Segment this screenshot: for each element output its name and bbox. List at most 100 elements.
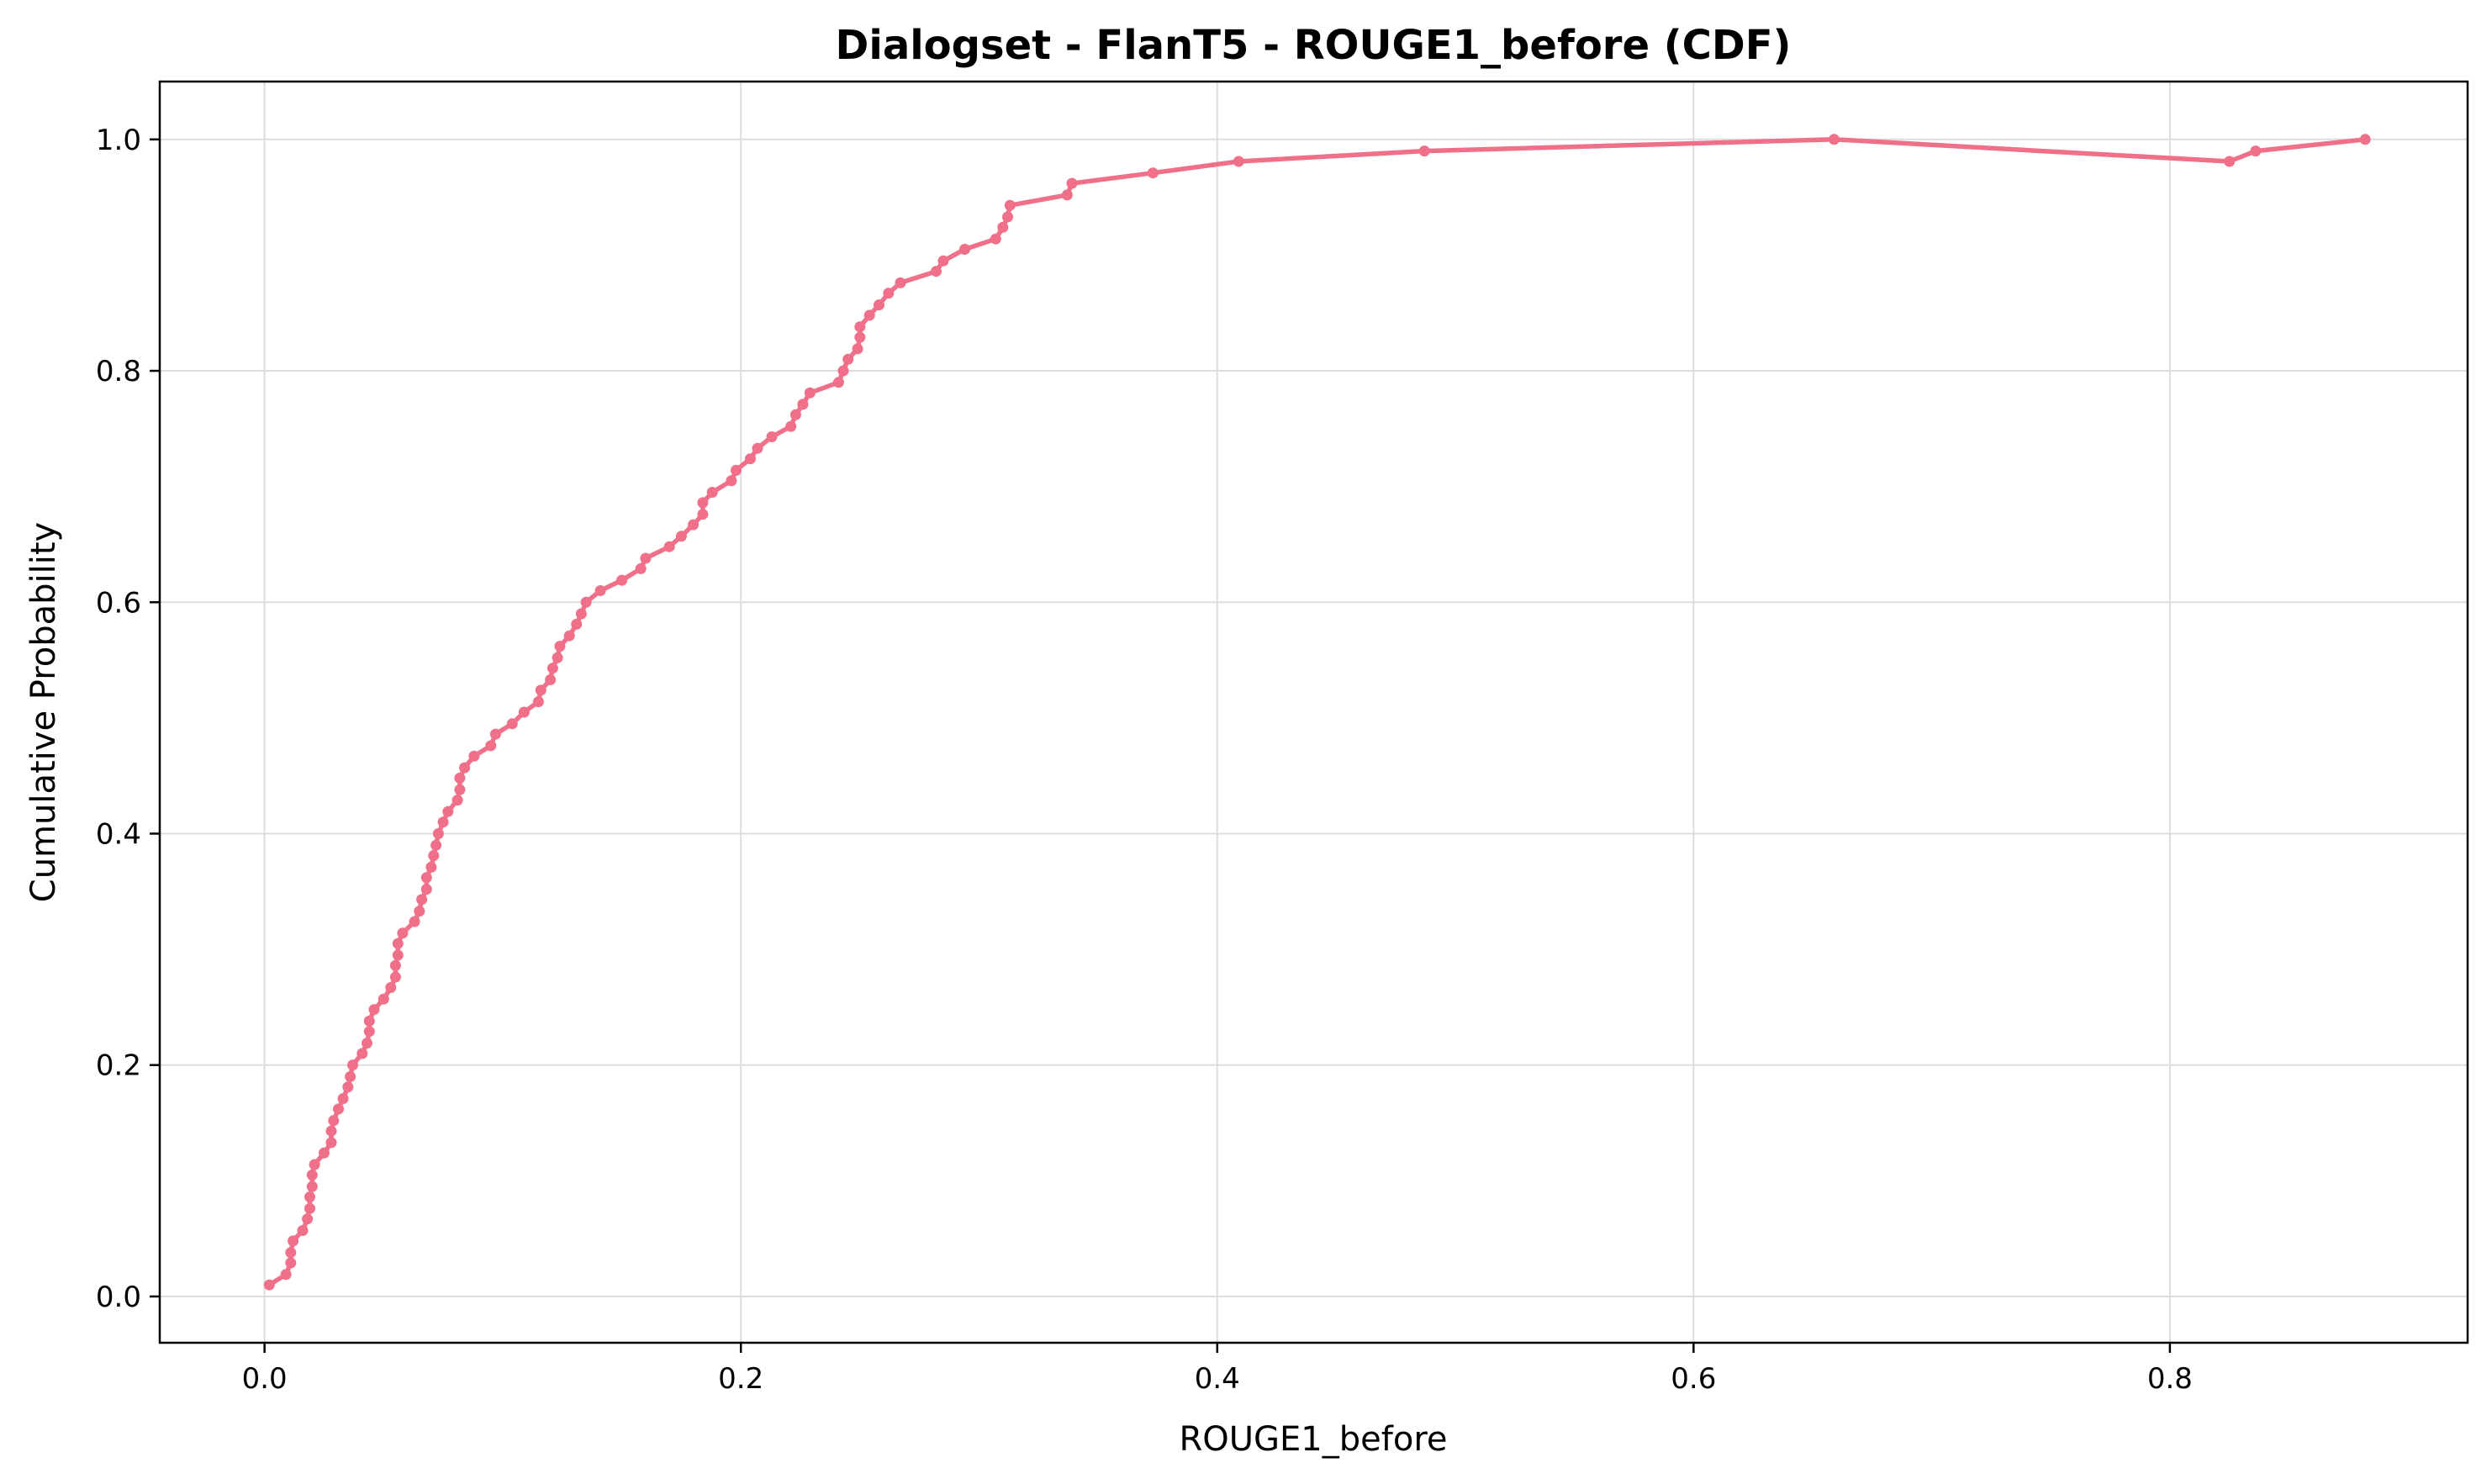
grid	[160, 82, 2468, 1343]
data-point	[937, 255, 949, 267]
data-point	[554, 641, 566, 652]
data-point	[1829, 134, 1840, 145]
data-point	[675, 531, 687, 542]
data-point	[580, 596, 592, 608]
data-point	[616, 574, 628, 586]
data-point	[319, 1147, 330, 1159]
data-point	[518, 706, 530, 718]
x-tick-label: 0.8	[2147, 1362, 2193, 1396]
data-point	[1233, 156, 1244, 167]
y-tick-label: 0.6	[96, 586, 141, 620]
data-point	[837, 365, 849, 377]
data-point	[306, 1180, 318, 1192]
data-point	[368, 1004, 380, 1016]
data-point	[1066, 177, 1078, 189]
data-point	[416, 894, 428, 906]
data-point	[304, 1191, 315, 1203]
data-point	[532, 696, 544, 708]
data-point	[304, 1202, 315, 1214]
data-point	[297, 1225, 309, 1236]
data-point	[328, 1115, 340, 1127]
data-point	[1147, 167, 1159, 179]
data-point	[563, 630, 575, 642]
plot-frame	[158, 80, 2469, 1344]
data-point	[789, 409, 801, 420]
data-point	[1418, 145, 1430, 157]
data-point	[345, 1071, 356, 1082]
data-point	[385, 982, 397, 993]
data-point	[745, 453, 756, 465]
data-point	[459, 762, 471, 774]
data-point	[342, 1081, 354, 1093]
data-point	[302, 1213, 314, 1225]
data-point	[392, 949, 404, 961]
data-point	[895, 277, 906, 288]
data-point	[288, 1235, 299, 1247]
data-point	[2250, 145, 2262, 157]
data-point	[309, 1159, 320, 1170]
y-tick-label: 0.8	[96, 355, 141, 388]
x-axis: 0.0 0.2 0.4 0.6 0.8	[242, 1343, 2193, 1396]
data-point	[489, 728, 501, 740]
data-point	[635, 562, 647, 574]
data-point	[842, 353, 854, 365]
data-point	[990, 233, 1001, 245]
data-point	[663, 541, 675, 552]
data-point	[797, 399, 809, 410]
data-point	[420, 872, 432, 884]
data-point	[863, 309, 875, 321]
x-axis-label: ROUGE1_before	[1179, 1420, 1447, 1459]
data-point	[688, 519, 700, 531]
data-point	[697, 497, 709, 509]
data-point	[409, 916, 420, 927]
data-point	[931, 266, 942, 277]
data-point	[854, 321, 866, 333]
data-point	[285, 1257, 297, 1269]
data-point	[430, 839, 442, 851]
data-point	[392, 937, 404, 949]
data-point	[2224, 156, 2236, 167]
data-point	[832, 377, 844, 388]
y-axis: 0.0 0.2 0.4 0.6 0.8 1.0	[96, 124, 160, 1314]
data-point	[377, 993, 389, 1005]
data-point	[333, 1103, 344, 1115]
y-tick-label: 1.0	[96, 124, 141, 157]
x-tick-label: 0.6	[1671, 1362, 1716, 1396]
data-point	[552, 652, 563, 663]
data-point	[454, 772, 466, 784]
data-point	[468, 750, 480, 762]
data-point	[640, 552, 652, 564]
data-point	[726, 475, 737, 487]
data-point	[347, 1059, 358, 1071]
data-point	[363, 1026, 375, 1038]
data-point	[280, 1269, 292, 1281]
data-point	[306, 1170, 318, 1180]
data-point	[706, 487, 718, 498]
series-group	[263, 134, 2371, 1291]
data-point	[959, 244, 970, 255]
data-point	[428, 850, 440, 862]
data-point	[337, 1093, 349, 1105]
x-tick-label: 0.0	[242, 1362, 288, 1396]
data-point	[485, 740, 497, 752]
data-point	[2359, 134, 2371, 145]
data-point	[432, 828, 444, 839]
data-point	[397, 927, 409, 939]
data-point	[594, 585, 606, 596]
data-point	[425, 861, 437, 873]
data-point	[1061, 189, 1073, 201]
data-point	[575, 608, 587, 620]
data-point	[697, 509, 709, 520]
data-point	[362, 1038, 372, 1049]
data-point	[766, 431, 778, 442]
data-point	[285, 1247, 297, 1259]
data-point	[356, 1048, 368, 1059]
data-point	[874, 299, 884, 311]
data-point	[451, 795, 463, 806]
data-point	[363, 1015, 375, 1027]
data-point	[854, 331, 866, 343]
y-tick-label: 0.4	[96, 817, 141, 851]
data-point	[437, 816, 449, 828]
data-point	[883, 288, 895, 299]
